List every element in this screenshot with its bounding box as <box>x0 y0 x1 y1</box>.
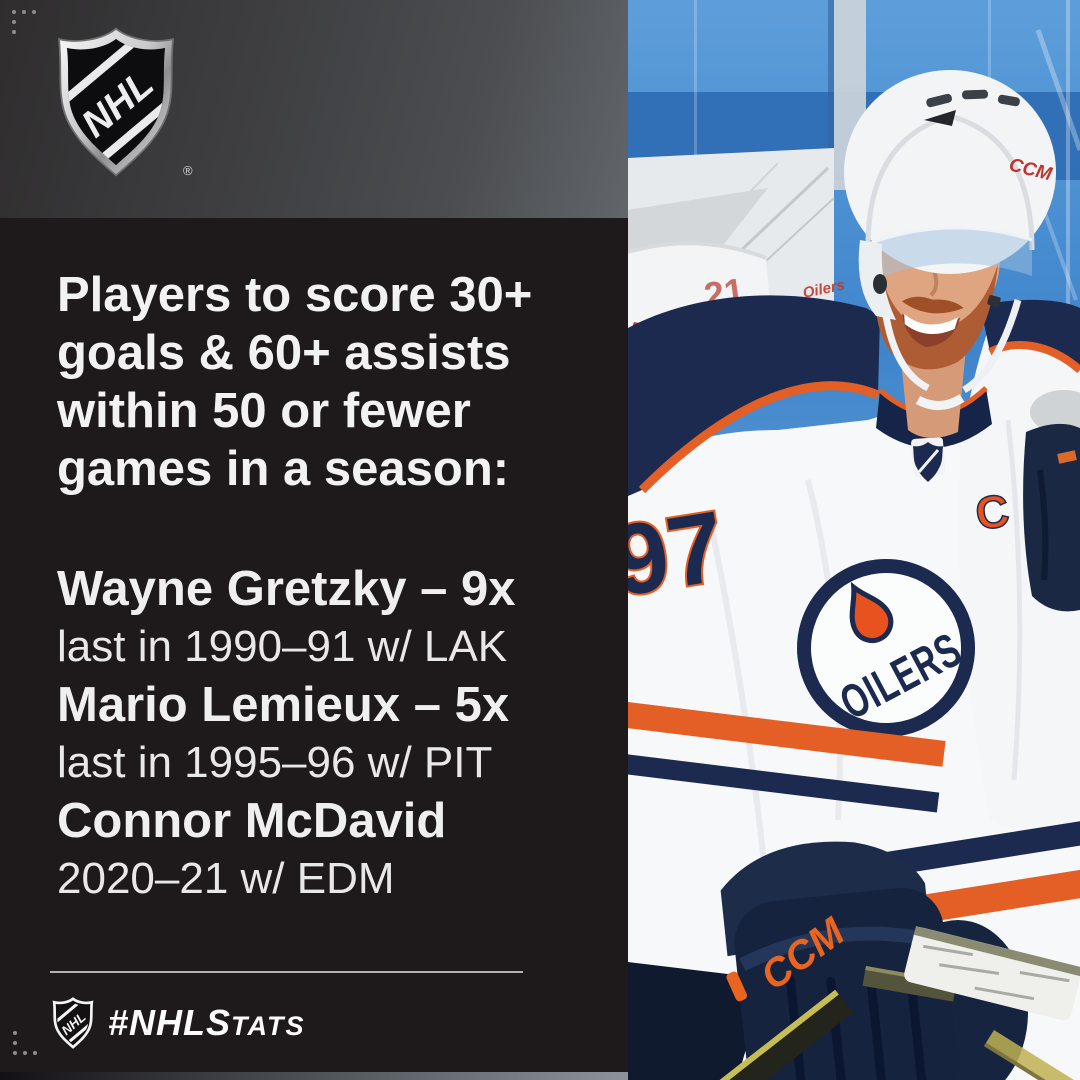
nhlstats-lockup: NHL #NHLS TATS <box>50 997 306 1049</box>
helmet-vent <box>997 94 1020 107</box>
hashtag-main: #NHLS <box>108 1002 232 1043</box>
glove-knuckle-pad <box>739 926 937 971</box>
glove-orange-trim <box>1057 450 1077 464</box>
visor <box>868 227 1032 282</box>
helmet-vent <box>926 93 952 108</box>
nhl-shield-logo: NHL <box>57 27 175 177</box>
hem-stripe-navy <box>609 752 940 813</box>
bottom-gradient-strip <box>0 1072 628 1080</box>
headline-line: games in a season: <box>57 442 510 496</box>
glove-cuff-gray <box>1030 390 1080 434</box>
shield-face <box>66 38 166 166</box>
player-photo: 21 ERS <box>603 0 1080 1080</box>
oil-drop-icon <box>849 581 894 644</box>
chin-strap-left <box>882 315 930 392</box>
jersey-number: 97 <box>628 490 732 618</box>
helmet <box>844 70 1056 274</box>
yoke-orange-trim <box>638 381 880 494</box>
hem-stripes <box>609 700 946 813</box>
ear-hole <box>873 274 887 294</box>
background-player-seam <box>627 241 767 260</box>
chin-strap-right <box>962 299 1022 394</box>
player-detail: 2020–21 w/ EDM <box>57 854 395 903</box>
glass-reflection <box>1035 29 1080 151</box>
tape-scuffs <box>923 944 1070 1001</box>
stat-list: Wayne Gretzky – 9x last in 1990–91 w/ LA… <box>57 560 628 908</box>
player-detail: last in 1990–91 w/ LAK <box>57 622 508 671</box>
player-name: Wayne Gretzky – 9x <box>57 562 516 616</box>
visor-highlight <box>867 226 1033 246</box>
crest-ring <box>797 559 975 737</box>
shield-band-bottom <box>83 81 166 166</box>
player-detail: last in 1995–96 w/ PIT <box>57 738 493 787</box>
stick-bottom-left <box>716 989 853 1080</box>
stat-text-panel: Players to score 30+ goals & 60+ assists… <box>0 218 628 1072</box>
player-name: Mario Lemieux – 5x <box>57 678 510 732</box>
glass-edge <box>1066 0 1070 560</box>
shield-band-top <box>66 38 149 123</box>
headline-line: within 50 or fewer <box>57 384 471 438</box>
headline-line: goals & 60+ assists <box>57 326 511 380</box>
jersey-crease <box>1005 419 1023 781</box>
headline: Players to score 30+ goals & 60+ assists… <box>57 266 628 498</box>
nhlstats-shield-icon: NHL <box>52 997 94 1049</box>
helmet-vent <box>962 89 989 100</box>
helmet-vent-triangle <box>924 110 956 126</box>
teeth <box>904 313 959 335</box>
jersey-crease <box>705 509 771 901</box>
glove-orange-tab <box>726 971 748 1002</box>
hashtag-caps: TATS <box>231 1011 306 1041</box>
glass-stanchion-shadow <box>828 0 834 190</box>
headline-line: Players to score 30+ <box>57 268 533 322</box>
mustache <box>901 296 964 314</box>
collar-shield-band <box>917 449 940 473</box>
divider-line <box>50 971 523 973</box>
dots-pattern-top-left <box>12 10 42 40</box>
registered-mark: ® <box>183 163 193 178</box>
left-panel: NHL ® Players to score 30+ goals & 60+ a… <box>0 0 628 1080</box>
oilers-crest: OILERS <box>797 559 975 737</box>
chin-cup <box>915 394 965 410</box>
nhlstats-hashtag: #NHLS TATS <box>108 1002 306 1044</box>
neck <box>900 348 966 439</box>
stick-bottom-right <box>983 1030 1080 1080</box>
stick-blade-taped <box>904 926 1080 1021</box>
glove-finger-seam <box>866 972 889 1080</box>
dots-pattern-bottom-left <box>13 1025 43 1055</box>
player-photo-illustration: 21 ERS <box>603 0 1080 1080</box>
captain-patch: C <box>972 484 1012 540</box>
player-name: Connor McDavid <box>57 794 447 848</box>
glove-seam <box>1037 469 1049 581</box>
beard <box>875 246 999 370</box>
strap-clip <box>987 295 1001 307</box>
hem-stripe-orange <box>614 700 946 767</box>
